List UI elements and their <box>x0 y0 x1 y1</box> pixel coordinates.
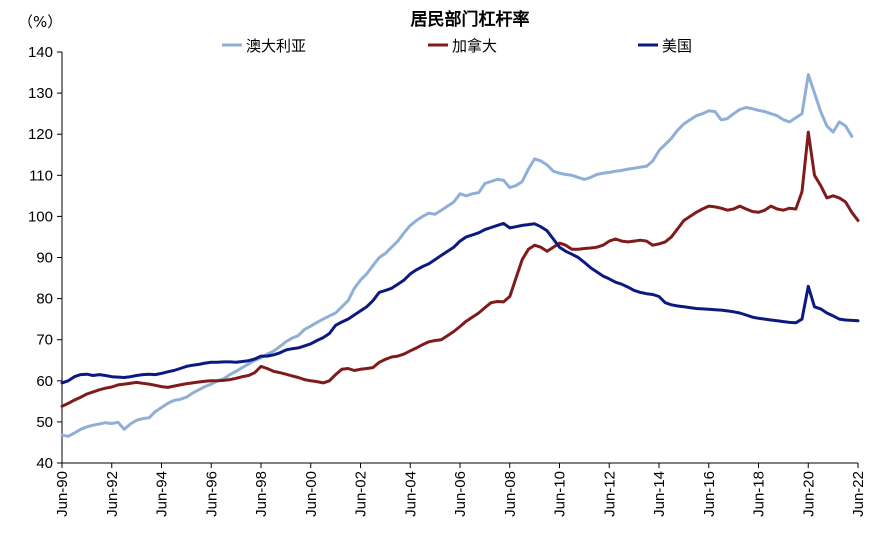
y-tick-label: 130 <box>28 85 53 102</box>
x-tick-label: Jun-98 <box>253 471 270 517</box>
legend: 澳大利亚 加拿大 美国 <box>222 37 692 55</box>
y-tick-label: 100 <box>28 208 53 225</box>
legend-label-2: 美国 <box>662 37 692 55</box>
legend-label-1: 加拿大 <box>452 37 497 55</box>
y-tick-label: 50 <box>36 414 53 431</box>
x-tick-label: Jun-18 <box>751 471 768 517</box>
y-tick-label: 90 <box>36 250 53 267</box>
axes: 40 50 60 70 80 90 100 110 120 130 140 Jun-90 Jun-92 J… <box>28 44 867 517</box>
y-tick-label: 60 <box>36 373 53 390</box>
series-line-0 <box>60 73 854 438</box>
x-tick-label: Jun-12 <box>601 471 618 517</box>
x-tick-label: Jun-06 <box>452 471 469 517</box>
x-tick-label: Jun-14 <box>651 471 668 517</box>
x-tick-label: Jun-90 <box>54 471 71 517</box>
x-tick-label: Jun-02 <box>353 471 370 517</box>
series-layer <box>60 73 860 438</box>
y-tick-label: 110 <box>29 167 53 184</box>
x-tick-label: Jun-16 <box>701 471 718 517</box>
y-tick-label: 70 <box>36 332 53 349</box>
y-tick-label: 80 <box>36 291 53 308</box>
chart-title: 居民部门杠杆率 <box>411 9 530 30</box>
series-line-1 <box>60 130 860 408</box>
y-tick-label: 40 <box>36 455 53 472</box>
legend-label-0: 澳大利亚 <box>246 37 306 55</box>
y-axis-unit-label: （%） <box>18 13 62 31</box>
x-tick-label: Jun-08 <box>502 471 519 517</box>
x-tick-label: Jun-92 <box>104 471 121 517</box>
x-tick-label: Jun-94 <box>154 471 171 517</box>
x-tick-label: Jun-22 <box>850 471 867 517</box>
x-tick-label: Jun-20 <box>800 471 817 517</box>
x-tick-label: Jun-00 <box>303 471 320 517</box>
y-tick-label: 140 <box>28 44 53 61</box>
x-tick-label: Jun-10 <box>552 471 569 517</box>
x-tick-label: Jun-96 <box>203 471 220 517</box>
series-line-2 <box>60 221 860 385</box>
y-tick-label: 120 <box>28 126 53 143</box>
x-tick-label: Jun-04 <box>402 471 419 517</box>
